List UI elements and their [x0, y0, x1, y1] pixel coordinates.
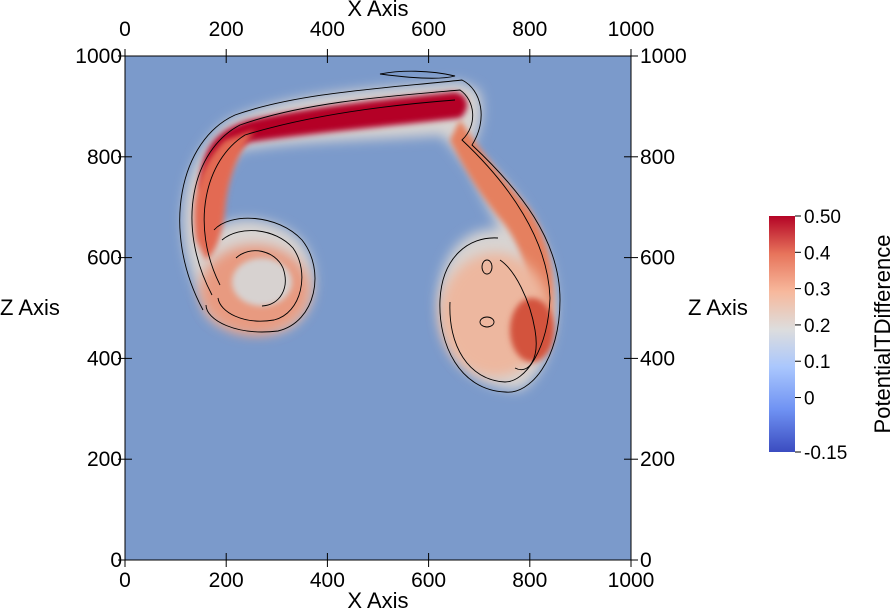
right-vortex-peak — [510, 298, 554, 362]
x-tick-label-top: 1000 — [608, 18, 655, 41]
heat-field — [179, 70, 561, 393]
colorbar-title: PotentialTDifference — [870, 235, 892, 434]
x-axis-title-top: X Axis — [347, 0, 408, 21]
x-tick-label-top: 800 — [512, 18, 547, 41]
x-tick-label-top: 0 — [119, 18, 131, 41]
x-tick-label-top: 600 — [411, 18, 446, 41]
z-tick-label-right: 1000 — [640, 45, 687, 68]
x-tick-label-bottom: 400 — [310, 569, 345, 592]
x-tick-label-top: 200 — [209, 18, 244, 41]
z-tick-label-left: 800 — [87, 146, 122, 169]
z-tick-label-right: 400 — [640, 347, 675, 370]
z-tick-label-left: 1000 — [75, 45, 122, 68]
colorbar-tick-label: 0 — [804, 389, 815, 410]
colorbar-tick-label: 0.4 — [804, 243, 831, 264]
z-tick-label-left: 0 — [110, 549, 122, 572]
z-tick-label-right: 0 — [640, 549, 652, 572]
x-tick-label-bottom: 1000 — [608, 569, 655, 592]
colorbar-ticks: 0.50 0.4 0.3 0.2 0.1 0 -0.15 — [795, 207, 847, 464]
colorbar-tick-label: 0.2 — [804, 316, 830, 337]
colorbar — [769, 216, 795, 452]
z-axis-title-left: Z Axis — [0, 295, 60, 320]
contour-lines — [179, 70, 561, 393]
left-vortex-center — [232, 258, 292, 306]
x-tick-label-bottom: 800 — [512, 569, 547, 592]
z-tick-label-left: 600 — [87, 247, 122, 270]
colorbar-tick-label: 0.1 — [804, 352, 830, 373]
x-tick-label-bottom: 600 — [411, 569, 446, 592]
connector-band — [450, 120, 554, 350]
z-tick-label-right: 200 — [640, 448, 675, 471]
x-tick-label-bottom: 0 — [119, 569, 131, 592]
z-axis-title-right: Z Axis — [688, 295, 748, 320]
colorbar-tick-label: 0.50 — [804, 207, 841, 228]
colorbar-tick-label: -0.15 — [804, 443, 847, 464]
x-tick-label-bottom: 200 — [209, 569, 244, 592]
x-axis-title-bottom: X Axis — [347, 588, 408, 611]
z-tick-label-left: 400 — [87, 347, 122, 370]
colorbar-tick-label: 0.3 — [804, 280, 830, 301]
z-tick-label-right: 800 — [640, 146, 675, 169]
arch-left-limb — [194, 130, 255, 260]
x-tick-label-top: 400 — [310, 18, 345, 41]
z-tick-label-right: 600 — [640, 247, 675, 270]
arch-core — [200, 92, 467, 195]
plot-frame — [124, 55, 632, 561]
z-tick-label-left: 200 — [87, 448, 122, 471]
